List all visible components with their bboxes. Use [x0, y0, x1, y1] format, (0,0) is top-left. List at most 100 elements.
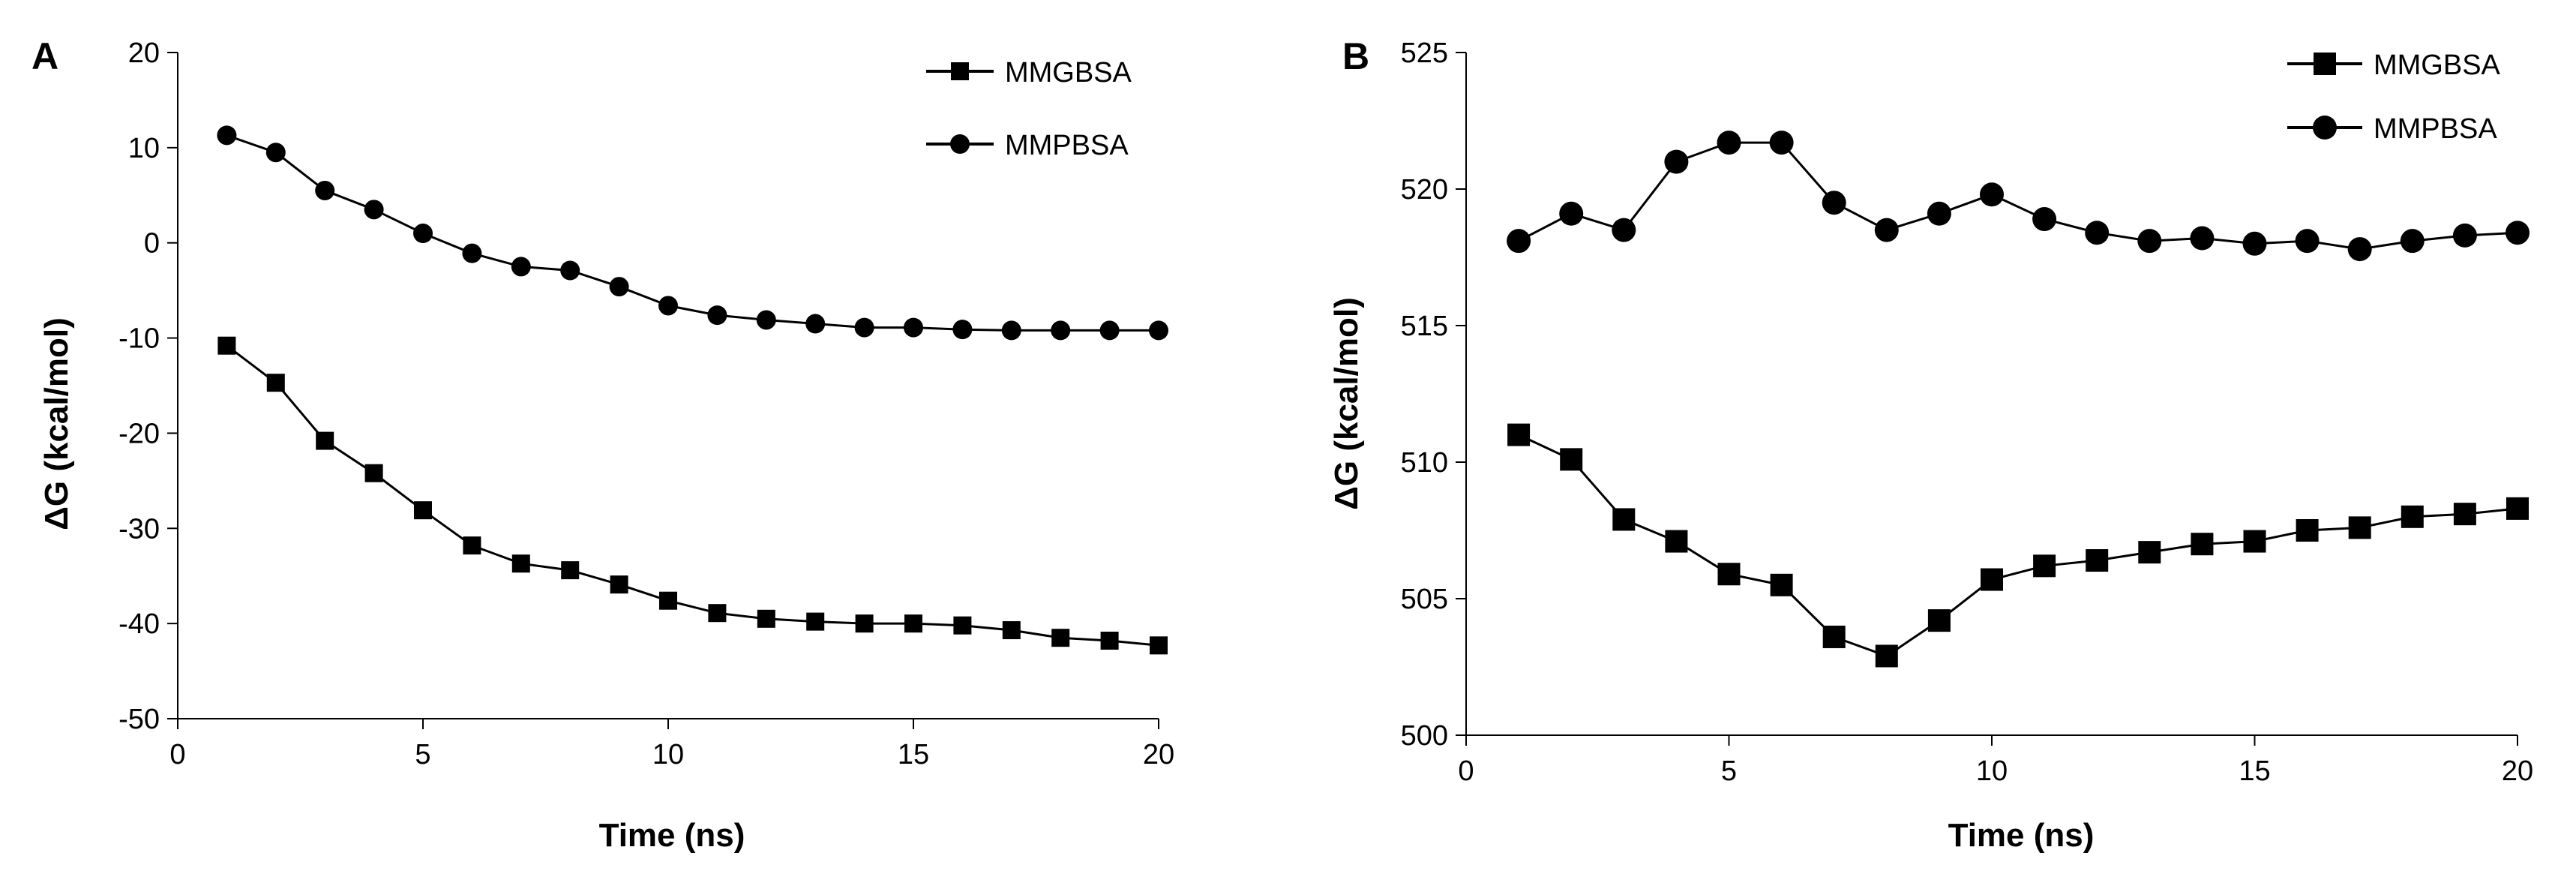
legend-label-mmpbsa-a: MMPBSA: [1005, 130, 1129, 161]
data-point-mmpbsa: [2190, 226, 2215, 251]
y-tick-label: 520: [1401, 174, 1448, 206]
y-tick-label: -50: [118, 704, 160, 735]
y-tick-label: -10: [118, 323, 160, 355]
data-point-mmgbsa: [2138, 541, 2161, 564]
data-point-mmgbsa: [1150, 636, 1168, 655]
legend-marker-mmgbsa-a: [951, 62, 969, 80]
data-point-mmgbsa: [659, 591, 677, 610]
data-point-mmpbsa: [1099, 320, 1120, 341]
plot-area-a: -50 -40 -30 -20 -10 0 10 20 0 5 10 15 20: [118, 38, 1174, 770]
y-tick-label: 10: [128, 133, 160, 164]
data-point-mmpbsa: [2032, 207, 2057, 232]
panel-label-a: A: [31, 35, 58, 77]
y-tick-label: -30: [118, 513, 160, 545]
x-tick-label: 15: [2239, 755, 2270, 787]
data-point-mmpbsa: [2506, 221, 2530, 245]
x-tick-label: 0: [169, 739, 185, 770]
data-point-mmgbsa: [414, 501, 432, 520]
y-axis-title-b: ΔG (kcal/mol): [1328, 297, 1365, 509]
data-point-mmgbsa: [2191, 533, 2214, 556]
data-point-mmgbsa: [953, 616, 972, 635]
legend-marker-mmpbsa-a: [950, 134, 970, 154]
data-point-mmgbsa: [1560, 448, 1583, 471]
data-point-mmpbsa: [1559, 201, 1584, 226]
data-point-mmgbsa: [463, 536, 481, 555]
panel-a: A -50 -40 -30 -20 -10 0 10 20 0 5 10 15 20 Time (ns)…: [31, 35, 1174, 854]
data-point-mmpbsa: [1507, 229, 1531, 254]
data-point-mmgbsa: [757, 609, 775, 628]
x-tick-label: 10: [1976, 755, 2008, 787]
x-tick-label: 20: [2502, 755, 2533, 787]
data-point-mmpbsa: [1822, 191, 1846, 215]
data-point-mmpbsa: [2242, 231, 2267, 256]
y-tick-label: 515: [1401, 311, 1448, 342]
data-point-mmpbsa: [560, 260, 580, 281]
data-point-mmpbsa: [1612, 218, 1636, 242]
legend-marker-mmpbsa-b: [2313, 116, 2337, 140]
legend-b: MMGBSA MMPBSA: [2287, 50, 2501, 145]
y-tick-label: 505: [1401, 584, 1448, 615]
panel-label-b: B: [1342, 35, 1369, 77]
x-tick-label: 5: [415, 739, 430, 770]
data-point-mmpbsa: [1927, 201, 1951, 226]
data-point-mmpbsa: [854, 317, 874, 338]
y-tick-label: 0: [144, 228, 160, 260]
data-point-mmpbsa: [2137, 229, 2162, 254]
y-tick-label: -40: [118, 608, 160, 640]
data-point-mmgbsa: [708, 604, 727, 623]
data-point-mmpbsa: [1001, 320, 1021, 341]
legend-a: MMGBSA MMPBSA: [926, 57, 1132, 161]
data-point-mmgbsa: [904, 614, 922, 633]
data-point-mmgbsa: [2401, 505, 2424, 528]
data-point-mmgbsa: [855, 614, 874, 633]
data-point-mmpbsa: [315, 180, 335, 200]
data-point-mmpbsa: [511, 257, 531, 277]
x-tick-label: 0: [1458, 755, 1474, 787]
data-point-mmpbsa: [2295, 229, 2320, 254]
data-point-mmpbsa: [1874, 218, 1899, 242]
data-point-mmgbsa: [2453, 503, 2476, 526]
data-point-mmpbsa: [265, 143, 286, 163]
data-point-mmgbsa: [2243, 530, 2266, 553]
data-point-mmgbsa: [1981, 568, 2003, 591]
data-point-mmgbsa: [1875, 644, 1898, 668]
data-point-mmpbsa: [2347, 237, 2372, 262]
data-point-mmpbsa: [904, 317, 923, 338]
data-point-mmpbsa: [2085, 221, 2110, 245]
legend-label-mmgbsa-a: MMGBSA: [1005, 57, 1132, 89]
y-tick-label: 510: [1401, 447, 1448, 479]
x-axis-title-a: Time (ns): [599, 817, 745, 854]
data-point-mmgbsa: [1002, 621, 1021, 640]
data-point-mmgbsa: [561, 561, 580, 580]
data-point-mmpbsa: [217, 125, 237, 146]
data-point-mmgbsa: [1100, 631, 1119, 650]
data-point-mmgbsa: [1927, 609, 1951, 632]
data-point-mmpbsa: [952, 320, 973, 340]
data-point-mmgbsa: [1612, 508, 1636, 531]
data-point-mmpbsa: [756, 310, 776, 330]
data-point-mmgbsa: [1665, 530, 1688, 553]
data-point-mmgbsa: [316, 431, 334, 450]
y-tick-label: 500: [1401, 720, 1448, 752]
data-point-mmpbsa: [413, 224, 433, 244]
data-point-mmpbsa: [1664, 149, 1689, 174]
data-point-mmpbsa: [1769, 131, 1794, 155]
data-point-mmgbsa: [806, 612, 825, 631]
data-point-mmpbsa: [2452, 223, 2477, 248]
x-axis-title-b: Time (ns): [1948, 817, 2095, 854]
data-point-mmpbsa: [364, 200, 384, 220]
data-point-mmgbsa: [217, 336, 236, 355]
legend-marker-mmgbsa-b: [2314, 53, 2336, 75]
data-point-mmpbsa: [1717, 131, 1741, 155]
data-point-mmgbsa: [1717, 563, 1741, 586]
data-point-mmgbsa: [266, 374, 285, 392]
data-point-mmgbsa: [511, 554, 530, 573]
data-point-mmgbsa: [2296, 519, 2319, 542]
y-tick-label: 20: [128, 38, 160, 69]
y-axis-title-a: ΔG (kcal/mol): [38, 317, 75, 530]
data-point-mmgbsa: [364, 464, 383, 482]
data-point-mmpbsa: [609, 277, 629, 297]
